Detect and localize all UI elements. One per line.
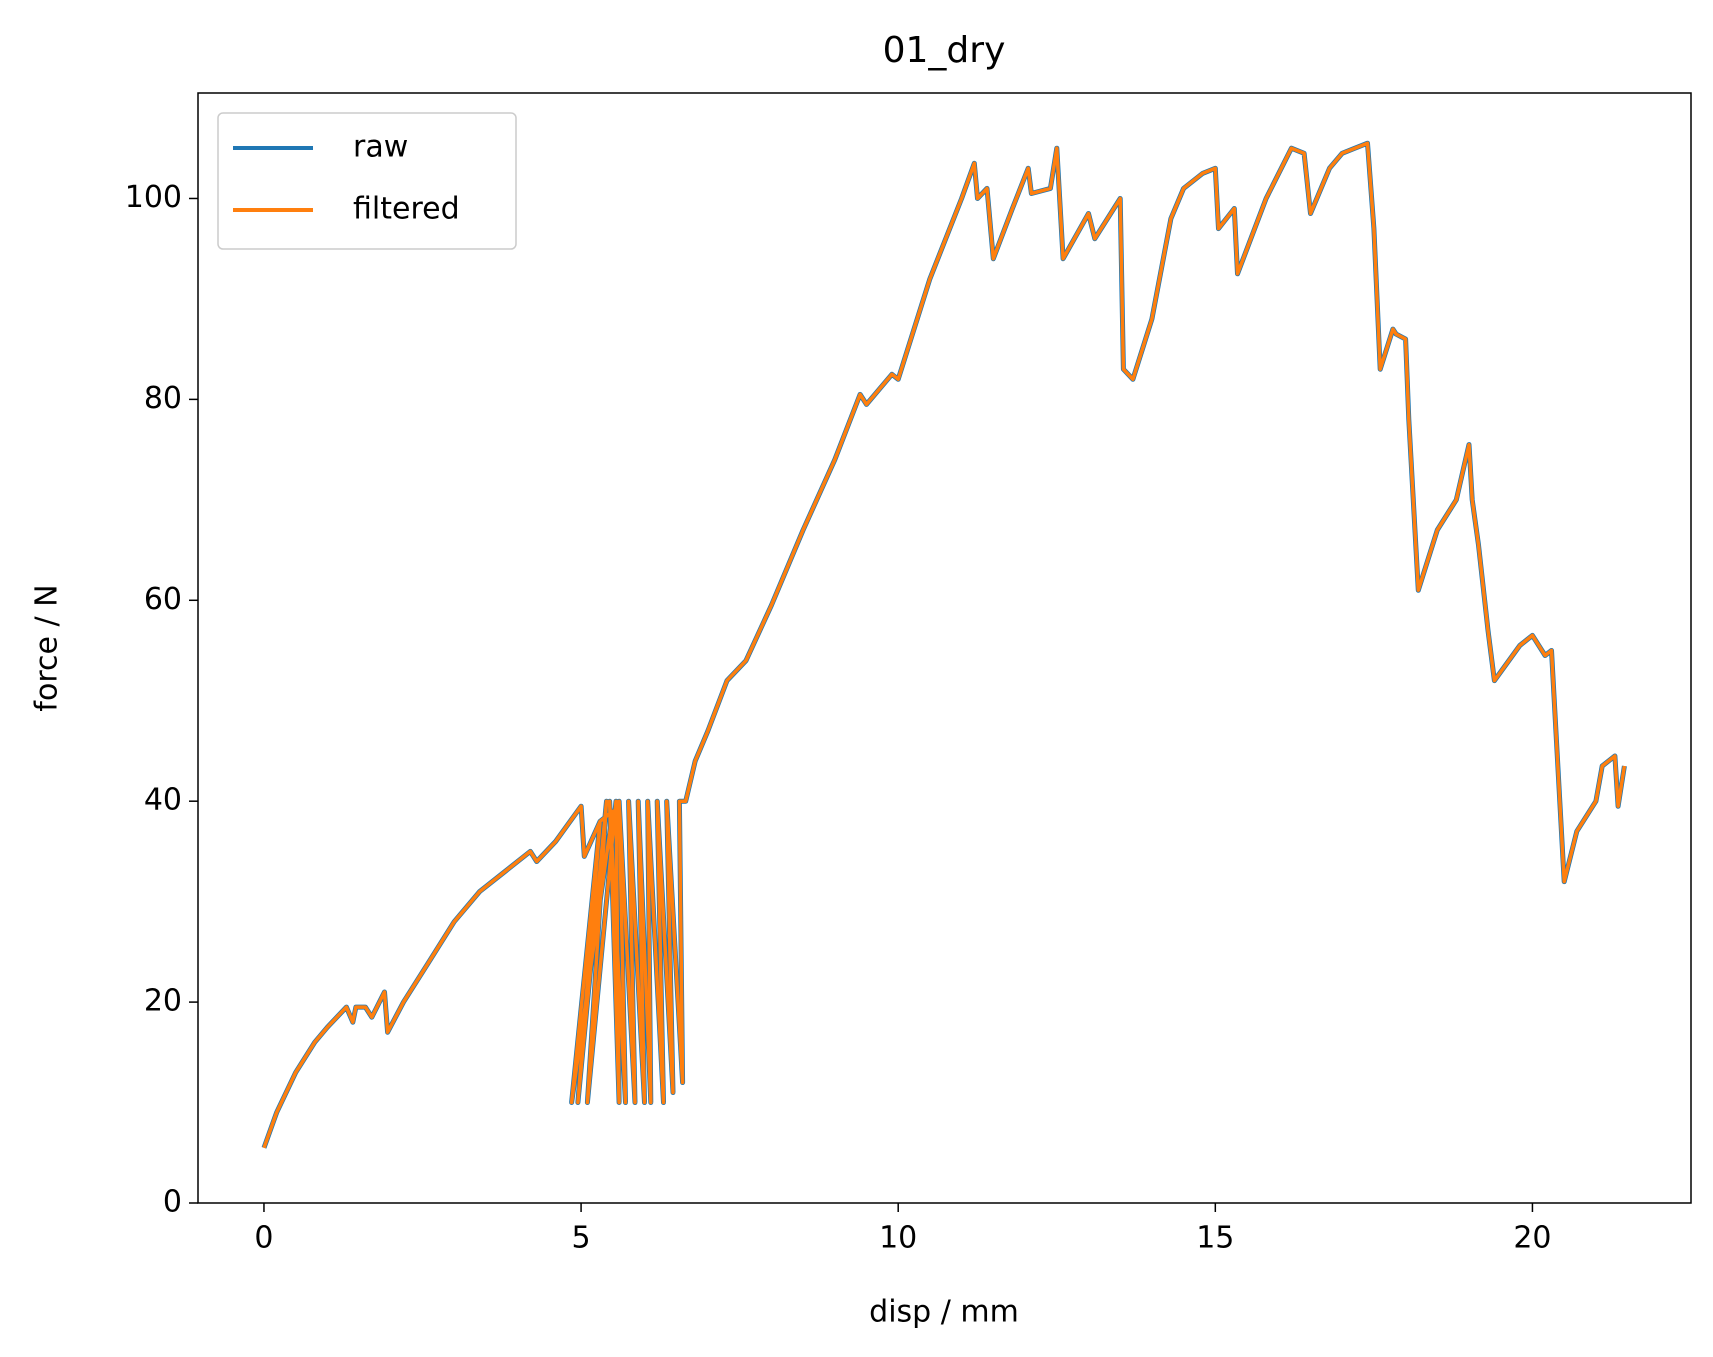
y-tick-label: 40 — [144, 783, 182, 818]
series-line — [261, 140, 1627, 1149]
y-tick-label: 100 — [125, 180, 182, 215]
x-tick-label: 15 — [1196, 1221, 1234, 1256]
chart-title: 01_dry — [883, 30, 1006, 71]
series-line — [262, 141, 1627, 1149]
legend-label: raw — [353, 130, 408, 165]
x-axis-label: disp / mm — [869, 1295, 1019, 1330]
y-tick-label: 80 — [144, 381, 182, 416]
y-tick-label: 60 — [144, 582, 182, 617]
legend-label: filtered — [353, 192, 460, 227]
plot-frame — [197, 92, 1692, 1204]
y-axis-label: force / N — [30, 584, 65, 711]
x-tick-label: 20 — [1513, 1221, 1551, 1256]
x-tick-label: 10 — [879, 1221, 917, 1256]
y-tick-label: 0 — [163, 1185, 182, 1220]
x-tick-label: 5 — [572, 1221, 591, 1256]
x-tick-label: 0 — [254, 1221, 273, 1256]
y-tick-label: 20 — [144, 984, 182, 1019]
